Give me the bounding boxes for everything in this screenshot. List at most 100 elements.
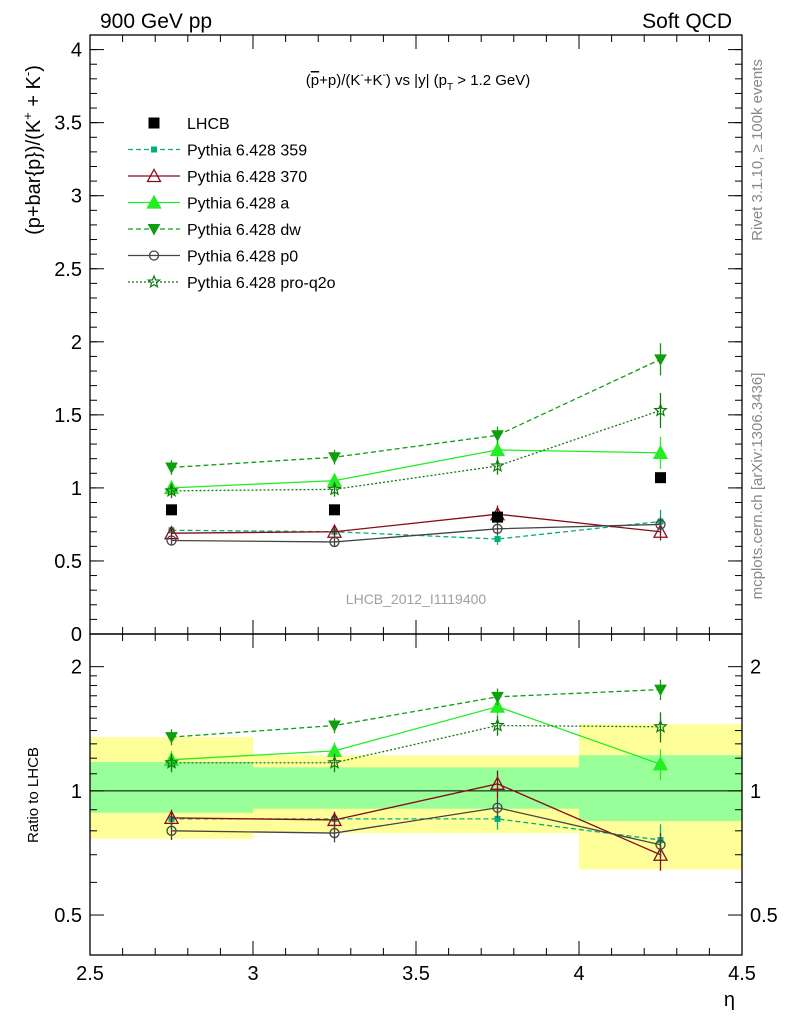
title-sub-t: T [447,82,453,93]
ratio-ytick-label-right: 2 [750,657,761,679]
main-series-pythia-6-428-359 [168,509,664,545]
ratio-point [654,684,667,697]
legend-label: Pythia 6.428 pro-q2o [187,275,336,292]
title-part-a: ( [306,72,311,89]
ylabel-part-b: + K [23,75,45,112]
ratio-ytick-label-left: 1 [71,781,82,803]
main-series-line [171,409,661,492]
xtick-label-3: 4 [573,963,584,985]
ratio-series-pythia-6-428-dw [165,679,667,746]
header-right: Soft QCD [642,10,732,33]
main-series-line [171,523,661,543]
main-point [327,481,342,496]
legend-label: Pythia 6.428 p0 [187,249,298,266]
main-ytick-label: 4 [71,40,82,62]
ratio-point [652,756,669,771]
main-series-lhcb [166,472,666,523]
legend-marker [146,194,162,209]
main-ytick-label: 3 [71,186,82,208]
title-pbar: p [311,72,319,89]
main-point [489,442,506,457]
legend-label: Pythia 6.428 dw [187,222,301,239]
ratio-point [489,698,506,713]
ylabel-part-a: (p+bar{p})/(K [23,119,45,235]
main-point [655,472,666,484]
ratio-ytick-label-left: 0.5 [54,905,82,927]
legend-entry: Pythia 6.428 370 [128,168,307,186]
ratio-series-line [171,724,661,764]
ratio-point [653,719,668,733]
main-point [166,504,177,516]
ylabel-sup-2: - [20,72,35,76]
legend-marker [146,168,162,183]
main-point [494,536,501,543]
main-series-pythia-6-428-p0 [166,517,666,548]
main-series-pythia-6-428-dw [165,343,667,475]
main-point [329,504,340,516]
main-point [652,444,669,459]
legend-entry: Pythia 6.428 359 [128,143,307,160]
ratio-series-pythia-6-428-p0 [166,798,666,858]
main-series-pythia-6-428-a [163,436,669,496]
ratio-point [329,827,340,839]
ratio-series-line [171,807,661,846]
main-ytick-label: 1 [71,478,82,500]
xtick-label-0: 2.5 [76,963,104,985]
plot-title: (p+p)/(K-+K-) vs |y| (pT > 1.2 GeV) [306,70,530,93]
title-minus-2: - [383,70,386,81]
series-layer [163,343,669,871]
ratio-ytick-label-right: 0.5 [750,905,778,927]
xtick-label-1: 3 [247,963,258,985]
frames [89,34,743,956]
main-point [654,354,667,366]
legend-entry: Pythia 6.428 pro-q2o [128,274,336,292]
title-part-c: +K [364,72,383,89]
band-inner-1 [253,767,416,809]
xtick-label-2: 3.5 [402,963,430,985]
ratio-point [164,755,179,769]
legend-marker [147,224,161,236]
legend-marker [146,274,162,289]
ratio-point [652,846,669,861]
x-axis-label: η [724,989,735,1011]
legend-marker [148,250,160,261]
main-series-line [171,449,661,489]
header-left: 900 GeV pp [100,10,212,33]
main-series-line [171,513,661,534]
main-point [652,523,669,538]
legend: LHCB Pythia 6.428 359 Pythia 6.428 370 Pyth… [128,116,336,292]
title-minus-1: - [360,70,363,81]
ratio-point [492,802,503,813]
ratio-point [490,717,505,732]
ratio-series-line [171,688,661,738]
legend-label: Pythia 6.428 359 [187,143,307,160]
legend-label: Pythia 6.428 a [187,196,289,213]
legend-entry: LHCB [148,116,230,133]
title-part-b: +p)/(K [319,72,360,89]
main-ytick-label: 3.5 [54,113,82,135]
legend-label: Pythia 6.428 370 [187,169,307,186]
ratio-point [491,691,504,704]
legend-label: LHCB [187,116,230,133]
main-point [491,430,504,442]
ratio-point [655,839,666,850]
ratio-frame [89,633,743,956]
ratio-series-line [171,783,661,856]
ratio-ytick-label-left: 2 [71,657,82,679]
legend-entry: Pythia 6.428 dw [128,222,301,239]
main-point [490,458,505,473]
title-part-d: ) vs |y| (p [386,72,447,89]
main-ytick-label: 0 [71,624,82,646]
analysis-watermark: LHCB_2012_I1119400 [346,591,487,607]
legend-marker [151,146,157,153]
main-ytick-label: 2.5 [54,259,82,281]
ratio-point [489,775,506,790]
ylabel-sup-1: + [20,112,35,120]
main-point [329,536,340,548]
main-y-axis-label: (p+bar{p})/(K+ + K-) [20,65,45,235]
ylabel-part-c: ) [23,65,45,72]
ratio-ytick-label-right: 1 [750,781,761,803]
mcplots-label: mcplots.cern.ch [arXiv:1306.3436] [749,373,766,600]
main-series-line [171,358,661,469]
